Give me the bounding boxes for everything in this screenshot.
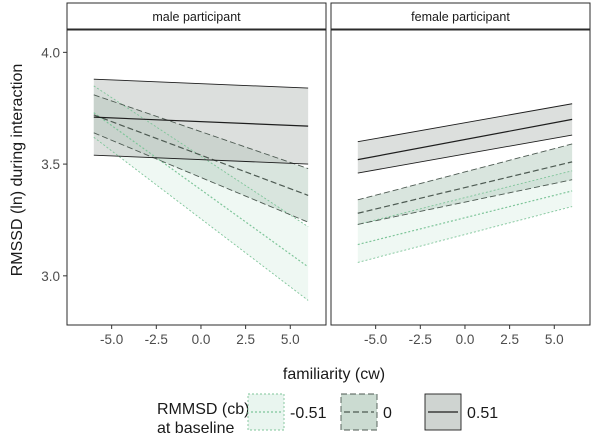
panel-1-strip xyxy=(66,2,327,30)
x-tick-label-1-4: 2.5 xyxy=(236,332,255,347)
series-line-2-3 xyxy=(357,118,573,161)
y-tick-label-3: 4.0 xyxy=(41,45,60,60)
x-tick-label-1-2: -2.5 xyxy=(145,332,168,347)
panel-1-title: male participant xyxy=(152,10,241,24)
series-line-1-1 xyxy=(93,112,309,268)
legend-label-2: 0 xyxy=(383,405,392,422)
x-tick-label-2-1: -5.0 xyxy=(364,332,387,347)
x-tick-label-1-1: -5.0 xyxy=(100,332,123,347)
x-tick-label-1-3: 0.0 xyxy=(192,332,211,347)
ribbon-upper-edge-2-3 xyxy=(357,103,573,143)
ribbon-2-2 xyxy=(357,143,573,225)
x-tick-label-1-5: 5.0 xyxy=(281,332,300,347)
ribbon-upper-edge-2-2 xyxy=(357,143,573,201)
legend: RMMSD (cb) at baseline -0.51 0 0.51 xyxy=(157,393,498,437)
legend-title-line-1: RMMSD (cb) xyxy=(157,401,249,418)
series-line-2-1 xyxy=(357,190,573,246)
legend-title-line-2: at baseline xyxy=(157,420,234,437)
panel-1: male participant -5.0 -2.5 0.0 2.5 5.0 xyxy=(66,2,327,347)
panel-2: female participant -5.0 -2.5 0.0 2.5 5.0 xyxy=(330,2,591,347)
ribbon-lower-edge-2-2 xyxy=(357,179,573,225)
ribbon-lower-edge-1-1 xyxy=(93,136,309,301)
y-tick-label-2: 3.5 xyxy=(41,157,60,172)
y-axis: 3.0 3.5 4.0 xyxy=(41,45,67,284)
y-axis-title: RMSSD (ln) during interaction xyxy=(9,64,26,277)
x-axis-title: familiarity (cw) xyxy=(283,366,385,383)
ribbon-2-3 xyxy=(357,103,573,174)
ribbon-upper-edge-1-2 xyxy=(93,94,309,169)
panel-2-title: female participant xyxy=(411,10,510,24)
ribbon-upper-edge-1-3 xyxy=(93,78,309,89)
x-tick-label-2-4: 2.5 xyxy=(500,332,519,347)
legend-key-1 xyxy=(247,393,285,431)
panel-2-strip xyxy=(330,2,591,30)
legend-label-3: 0.51 xyxy=(467,405,498,422)
ribbon-lower-edge-1-2 xyxy=(93,132,309,223)
ribbon-lower-edge-1-3 xyxy=(93,154,309,165)
ribbon-lower-edge-2-3 xyxy=(357,134,573,174)
x-tick-label-2-3: 0.0 xyxy=(456,332,475,347)
x-tick-label-2-2: -2.5 xyxy=(409,332,432,347)
x-tick-label-2-5: 5.0 xyxy=(545,332,564,347)
ribbon-lower-edge-2-1 xyxy=(357,206,573,263)
legend-label-1: -0.51 xyxy=(290,405,327,422)
ribbon-upper-edge-1-1 xyxy=(93,85,309,228)
series-line-2-2 xyxy=(357,161,573,214)
y-tick-label-1: 3.0 xyxy=(41,269,60,284)
chart-panels: male participant-5.0 -2.5 0.0 2.5 5.0female … xyxy=(41,2,591,347)
ribbon-upper-edge-2-1 xyxy=(357,170,573,225)
ribbon-2-1 xyxy=(357,170,573,263)
series-line-1-2 xyxy=(93,114,309,196)
series-line-1-3 xyxy=(93,116,309,127)
